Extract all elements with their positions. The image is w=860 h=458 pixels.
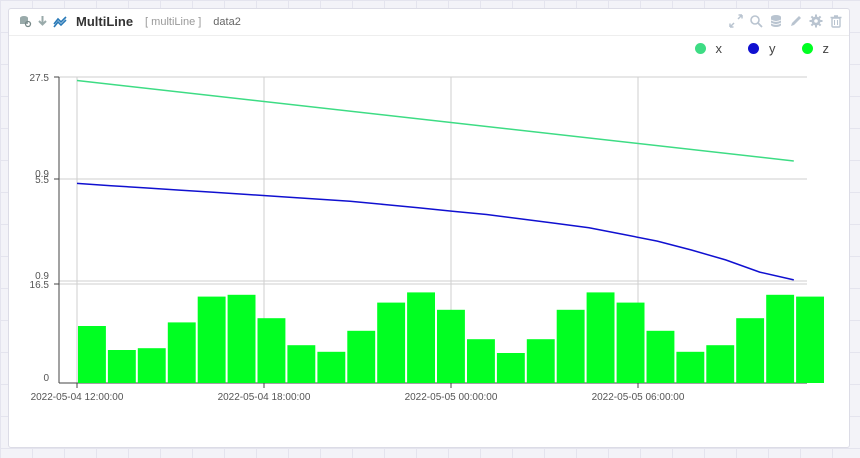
multiline-chart: 2022-05-04 12:00:00 2022-05-04 18:00:00 20…	[30, 73, 824, 403]
legend-swatch-x	[694, 43, 706, 54]
bar-z	[407, 292, 435, 383]
database-icon[interactable]	[769, 14, 783, 28]
bar-z	[197, 296, 226, 383]
dataset-label: data2	[213, 15, 241, 28]
chart-legend: x y z	[694, 41, 830, 56]
series-line-y	[76, 182, 794, 281]
bar-z	[377, 302, 406, 383]
search-db-icon[interactable]	[19, 15, 32, 28]
bar-z	[586, 292, 615, 383]
expand-icon[interactable]	[729, 14, 743, 28]
y-tick-label-y: 0.9	[35, 271, 49, 282]
header-left: MultiLine [ multiLine ] data2	[19, 14, 241, 29]
y-tick-label-x: 0.9	[35, 169, 49, 180]
multiline-chart-icon[interactable]	[53, 15, 67, 28]
legend-item-z[interactable]: z	[801, 41, 830, 56]
settings-icon[interactable]	[809, 14, 823, 28]
legend-swatch-y	[748, 43, 759, 54]
widget-title: MultiLine	[76, 14, 134, 29]
bar-z	[556, 309, 585, 383]
bar-z	[616, 302, 645, 383]
y-tick-label-z: 16.5	[30, 280, 50, 291]
bar-z	[467, 339, 495, 383]
bar-z	[766, 294, 795, 383]
bar-z	[496, 353, 525, 383]
bar-z	[287, 345, 316, 383]
bar-z	[676, 351, 705, 383]
y-tick-label-z: 0	[43, 373, 49, 384]
bar-z	[317, 351, 346, 383]
bar-z	[107, 350, 136, 383]
search-icon[interactable]	[749, 14, 763, 28]
bar-z	[137, 348, 166, 383]
legend-item-y[interactable]: y	[748, 41, 776, 56]
bar-z	[347, 330, 376, 383]
bar-z	[706, 345, 735, 383]
download-icon[interactable]	[36, 15, 49, 28]
legend-label-y: y	[769, 41, 776, 56]
y-tick-label-x: 27.5	[30, 73, 50, 84]
legend-swatch-z	[801, 43, 813, 54]
widget-panel: MultiLine [ multiLine ] data2	[8, 8, 850, 448]
x-tick-label: 2022-05-04 18:00:00	[218, 392, 311, 403]
bar-z	[736, 318, 765, 383]
delete-icon[interactable]	[829, 14, 843, 28]
bar-z	[796, 296, 824, 383]
widget-subtitle: [ multiLine ]	[145, 15, 202, 28]
legend-label-z: z	[822, 41, 830, 56]
x-tick-label: 2022-05-05 00:00:00	[405, 392, 498, 403]
bar-z	[437, 309, 465, 383]
widget-header: MultiLine [ multiLine ] data2	[9, 9, 849, 36]
header-toolbar	[729, 14, 843, 28]
y-tick-label-y: 5.5	[35, 175, 49, 186]
bar-z	[78, 326, 106, 383]
bar-z	[526, 339, 555, 383]
x-tick-label: 2022-05-05 06:00:00	[592, 392, 685, 403]
bar-z	[646, 330, 675, 383]
legend-label-x: x	[715, 41, 723, 56]
bar-z	[227, 294, 256, 383]
edit-icon[interactable]	[789, 14, 803, 28]
series-line-x	[76, 79, 794, 162]
legend-item-x[interactable]: x	[694, 41, 723, 56]
bar-z	[257, 318, 286, 383]
bar-z	[167, 322, 196, 383]
x-tick-label: 2022-05-04 12:00:00	[31, 392, 124, 403]
